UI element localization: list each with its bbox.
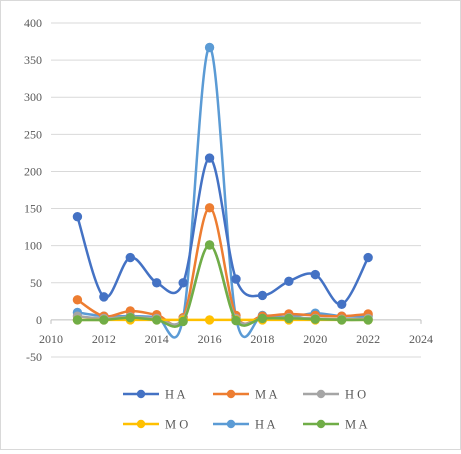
y-tick-label: 300 [24,90,42,104]
data-point [72,315,83,325]
y-tick-label: 0 [36,313,42,327]
x-tick-label: 2012 [92,332,116,346]
legend-swatch-marker [136,389,146,399]
y-tick-label: 150 [24,202,42,216]
series-line [77,46,369,339]
data-point [337,315,347,325]
legend-swatch-marker [316,389,326,399]
data-point [363,315,373,325]
x-tick-label: 2018 [250,332,274,346]
legend-item: M O [123,418,188,432]
data-point [72,212,83,222]
legend-label: H A [165,388,186,402]
data-point [310,269,320,280]
data-point [125,252,135,263]
x-tick-label: 2010 [39,332,63,346]
series-5 [72,42,373,339]
series-group [72,42,373,339]
legend-label: M A [345,418,368,432]
x-tick-label: 2020 [303,332,327,346]
data-point [284,313,294,324]
data-point [204,42,215,53]
x-tick-label: 2022 [356,332,380,346]
data-point [310,314,320,324]
data-point [204,203,215,213]
data-point [231,315,241,326]
legend-label: H A [255,418,276,432]
data-point [152,278,162,288]
data-point [231,274,241,284]
data-point [337,299,347,310]
y-tick-label: 50 [30,276,42,290]
y-tick-label: 200 [24,164,42,178]
data-point [204,240,215,250]
data-point [284,276,294,286]
legend-label: H O [345,388,366,402]
x-tick-label: 2016 [198,332,222,346]
tick-labels: 400 350 300 250 200 150 100 50 0 -50 2010 2012 2014 2… [24,16,433,364]
data-point [99,292,109,302]
data-point [204,315,215,325]
y-tick-label: 350 [24,53,42,67]
y-tick-label: 400 [24,16,42,30]
series-6 [72,240,373,328]
legend-item: H A [213,418,276,432]
legend-swatch-marker [226,389,236,399]
data-point [125,312,135,323]
data-point [178,278,188,288]
legend-item: H O [303,388,366,402]
gridlines [51,22,421,358]
legend-item: M A [303,418,368,432]
data-point [204,153,215,163]
data-point [257,290,268,301]
data-point [72,295,83,305]
legend-label: M A [255,388,278,402]
x-tick-label: 2024 [409,332,433,346]
data-point [152,315,162,325]
y-tick-label: -50 [26,350,42,364]
data-point [99,315,109,325]
y-tick-label: 250 [24,127,42,141]
legend-item: M A [213,388,278,402]
data-point [178,316,188,327]
data-point [363,252,373,263]
series-line [76,206,369,327]
legend-swatch-marker [226,419,236,429]
legend-swatch-marker [316,419,326,429]
data-point [257,313,268,324]
legend-item: H A [123,388,186,402]
y-tick-label: 100 [24,239,42,253]
series-1 [72,153,373,310]
legend-label: M O [165,418,188,432]
legend-swatch-marker [136,419,146,429]
legend: H A M A H O M O H A M A [123,388,368,432]
x-tick-label: 2014 [145,332,169,346]
series-2 [72,203,373,327]
